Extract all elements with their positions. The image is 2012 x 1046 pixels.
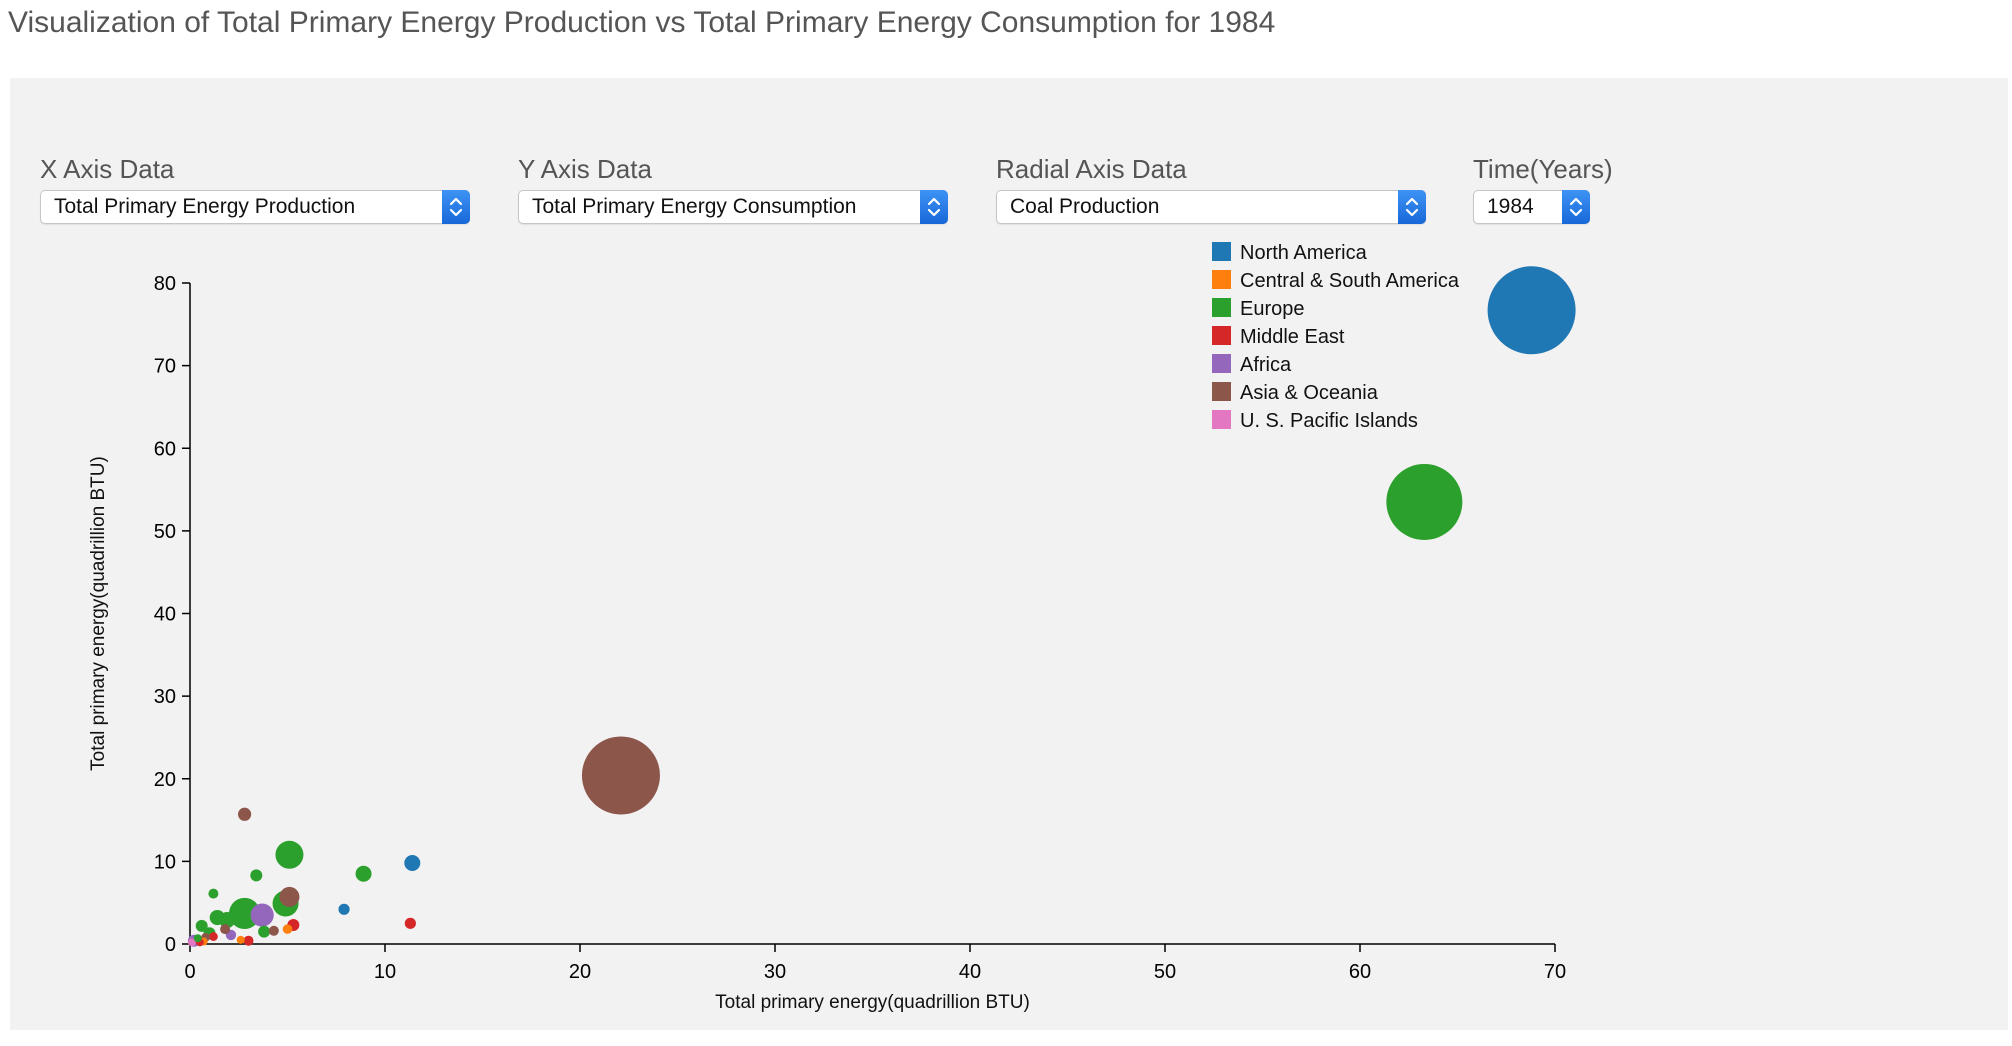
data-point [268, 925, 279, 936]
data-point [275, 840, 304, 869]
data-point [209, 932, 218, 941]
x-tick-label: 40 [959, 961, 981, 983]
legend-label: Europe [1240, 298, 1305, 320]
y-tick-label: 40 [154, 604, 176, 626]
data-point [250, 903, 274, 927]
legend-swatch [1212, 382, 1231, 401]
x-axis-select-value: Total Primary Energy Production [54, 195, 356, 218]
radial-axis-select[interactable]: Coal Production [996, 190, 1426, 224]
legend-swatch [1212, 270, 1231, 289]
legend-label: North America [1240, 242, 1368, 264]
select-stepper-icon [1398, 190, 1426, 224]
x-tick-label: 0 [184, 961, 195, 983]
x-tick-label: 20 [569, 961, 591, 983]
legend-label: U. S. Pacific Islands [1240, 410, 1418, 432]
legend-swatch [1212, 354, 1231, 373]
legend-swatch [1212, 410, 1231, 429]
y-tick-label: 50 [154, 521, 176, 543]
page-title: Visualization of Total Primary Energy Pr… [8, 6, 1276, 39]
y-tick-label: 0 [165, 934, 176, 956]
data-point [238, 807, 252, 821]
data-point [220, 924, 231, 935]
legend-label: Asia & Oceania [1240, 382, 1379, 404]
select-stepper-icon [1562, 190, 1590, 224]
y-tick-label: 60 [154, 438, 176, 460]
radial-axis-label: Radial Axis Data [996, 154, 1187, 184]
data-point [258, 925, 271, 938]
select-stepper-icon [442, 190, 470, 224]
y-tick-label: 10 [154, 851, 176, 873]
data-point [195, 919, 208, 932]
data-point [236, 935, 245, 944]
radial-axis-control: Radial Axis Data Coal Production [996, 154, 1426, 224]
y-tick-label: 80 [154, 273, 176, 295]
data-point [338, 903, 350, 915]
y-axis-select[interactable]: Total Primary Energy Consumption [518, 190, 948, 224]
data-point [193, 934, 202, 943]
x-axis-control: X Axis Data Total Primary Energy Product… [40, 154, 470, 224]
data-point [209, 909, 225, 926]
x-tick-label: 60 [1349, 961, 1371, 983]
data-point [282, 924, 293, 934]
data-point [243, 935, 254, 946]
time-label: Time(Years) [1473, 154, 1613, 184]
visualization-panel: X Axis Data Total Primary Energy Product… [10, 78, 2008, 1030]
data-point [279, 886, 300, 907]
data-point [404, 855, 421, 872]
y-axis-title: Total primary energy(quadrillion BTU) [88, 456, 109, 771]
time-select[interactable]: 1984 [1473, 190, 1590, 224]
bubble-chart: 0 10 20 30 40 50 60 70 0 10 20 30 40 50 60 70 80 Total pr… [88, 242, 1576, 1013]
y-tick-label: 20 [154, 769, 176, 791]
time-select-value: 1984 [1487, 195, 1534, 218]
legend-label: Central & South America [1240, 270, 1460, 292]
y-tick-label: 30 [154, 686, 176, 708]
legend-swatch [1212, 326, 1231, 345]
data-point [1487, 266, 1576, 355]
y-axis-label: Y Axis Data [518, 154, 652, 184]
data-point [355, 865, 372, 882]
legend-swatch [1212, 242, 1231, 261]
x-tick-label: 70 [1544, 961, 1566, 983]
x-axis-title: Total primary energy(quadrillion BTU) [715, 992, 1030, 1013]
y-axis-select-value: Total Primary Energy Consumption [532, 195, 857, 218]
y-tick-label: 70 [154, 356, 176, 378]
data-point [404, 917, 416, 929]
data-point [208, 888, 219, 899]
legend-label: Africa [1240, 354, 1292, 376]
data-point [581, 736, 660, 815]
legend-label: Middle East [1240, 326, 1345, 348]
data-point [250, 869, 263, 882]
x-tick-label: 30 [764, 961, 786, 983]
x-tick-label: 10 [374, 961, 396, 983]
x-tick-label: 50 [1154, 961, 1176, 983]
x-axis-label: X Axis Data [40, 154, 175, 184]
data-point [1386, 463, 1463, 540]
select-stepper-icon [920, 190, 948, 224]
x-axis-select[interactable]: Total Primary Energy Production [40, 190, 470, 224]
data-point [187, 938, 196, 947]
time-control: Time(Years) 1984 [1473, 154, 1613, 224]
legend-swatch [1212, 298, 1231, 317]
radial-axis-select-value: Coal Production [1010, 195, 1160, 218]
y-axis-control: Y Axis Data Total Primary Energy Consump… [518, 154, 948, 224]
